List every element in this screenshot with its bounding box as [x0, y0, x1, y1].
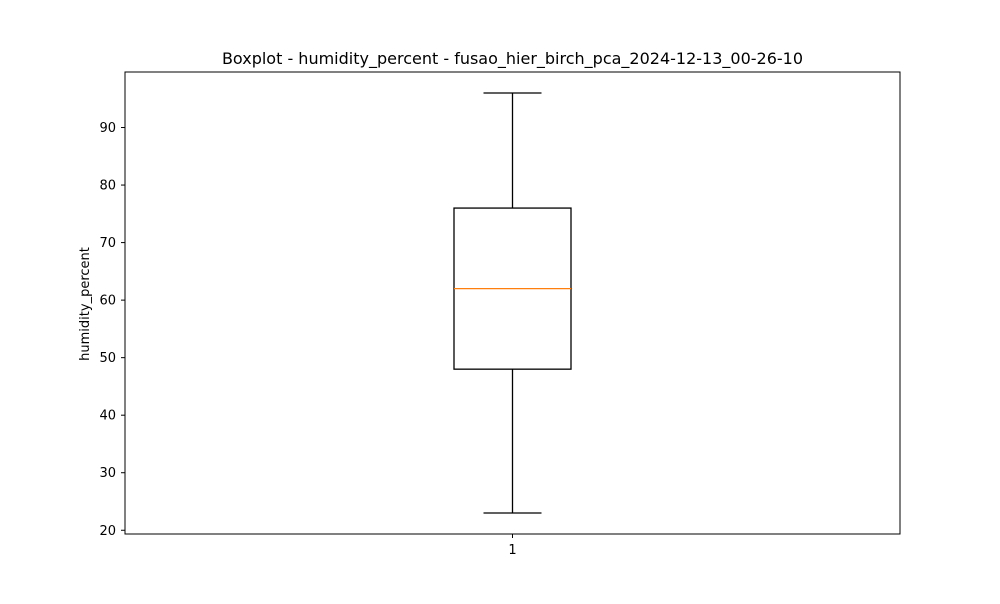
box-series — [453, 92, 572, 514]
y-tick-label: 50 — [99, 351, 116, 366]
y-tick-label: 30 — [99, 466, 116, 481]
plot-area-frame — [124, 71, 901, 535]
chart-title: Boxplot - humidity_percent - fusao_hier_… — [222, 49, 803, 69]
x-tick-label: 1 — [508, 543, 516, 558]
y-tick-label: 20 — [99, 524, 116, 539]
y-tick-label: 90 — [99, 121, 116, 136]
x-axis-ticks: 1 — [508, 534, 517, 558]
y-tick-label: 80 — [99, 179, 116, 194]
y-tick-label: 70 — [99, 236, 116, 251]
y-axis-label: humidity_percent — [78, 247, 93, 361]
y-tick-label: 60 — [99, 294, 116, 309]
y-axis-ticks: 20 30 40 50 60 70 80 90 — [99, 121, 125, 539]
y-tick-label: 40 — [99, 409, 116, 424]
